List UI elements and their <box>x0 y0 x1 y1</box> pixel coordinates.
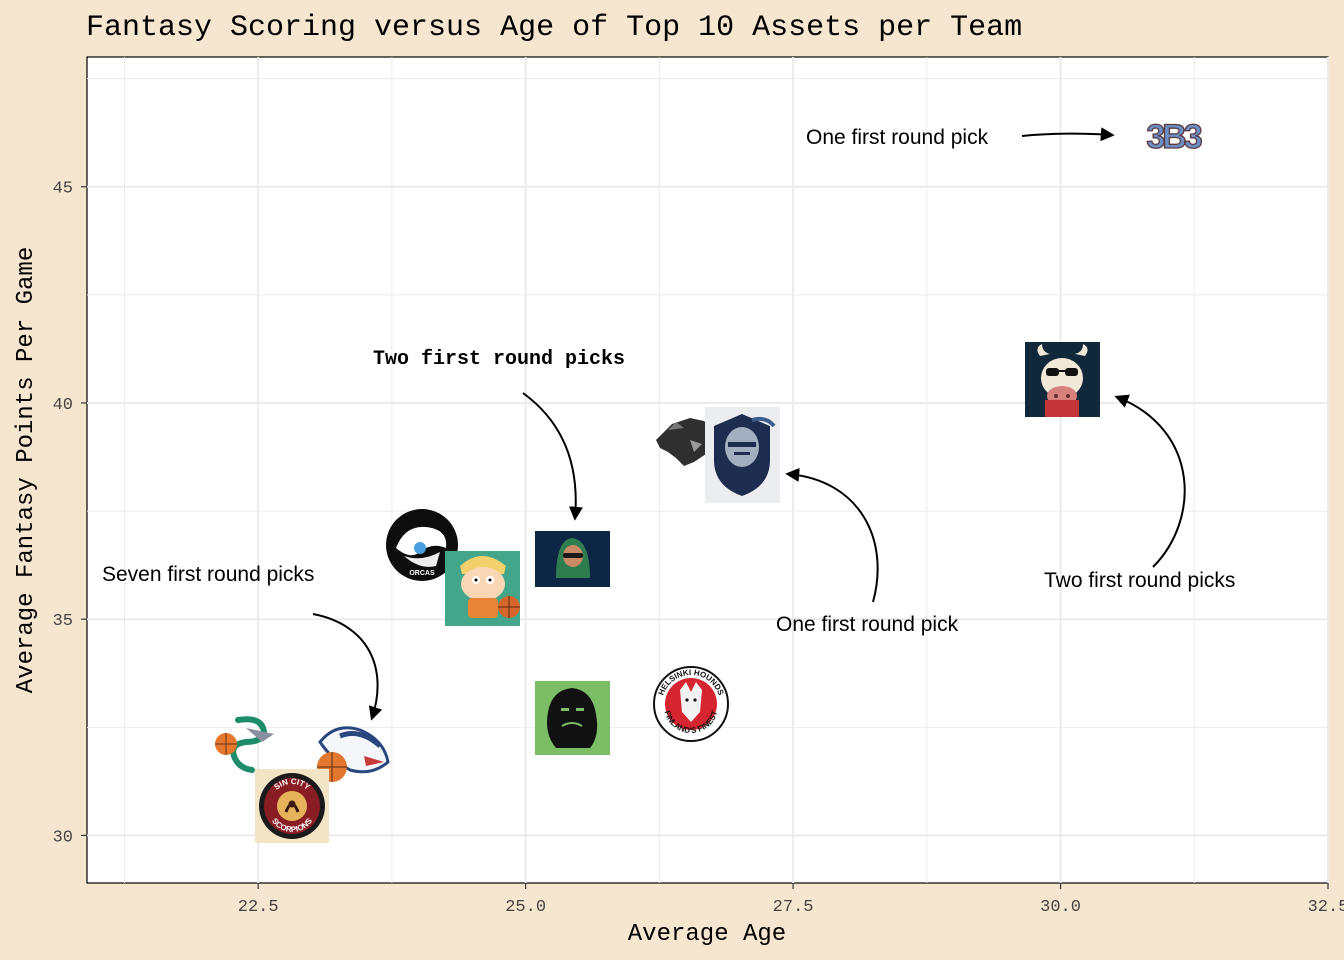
orcas-logo-marker: ORCAS <box>386 509 458 581</box>
x-tick-label: 25.0 <box>505 898 546 917</box>
sin-city-scorpions-logo-marker: SIN CITY SCORPIONS <box>255 769 329 843</box>
annotation-knight: One first round pick <box>776 613 959 636</box>
x-tick-label: 27.5 <box>773 898 814 917</box>
y-axis-label: Average Fantasy Points Per Game <box>13 247 40 693</box>
annotation-hooded: Two first round picks <box>373 348 625 371</box>
y-tick-label: 45 <box>53 180 73 199</box>
annotation-seven: Seven first round picks <box>102 563 314 586</box>
bird-basketball-logo-marker <box>317 726 390 782</box>
hooded-figure-logo-marker <box>535 531 610 587</box>
big3-logo-marker: 3B3 <box>1146 117 1206 156</box>
axis-ticks: 22.5 25.0 27.5 30.0 32.5 30 35 40 45 <box>53 180 1344 917</box>
y-tick-label: 40 <box>53 396 73 415</box>
orcas-logo-text: ORCAS <box>409 570 435 577</box>
annotation-cow: Two first round picks <box>1044 569 1235 592</box>
annotation-arrows <box>312 127 1186 721</box>
arrow-cow <box>1114 394 1186 568</box>
grid-lines <box>87 57 1329 883</box>
arrow-hooded <box>522 392 583 521</box>
y-tick-label: 30 <box>53 828 73 847</box>
big3-logo-text: 3B3 <box>1146 118 1201 156</box>
sin-city-logo-top-text: SIN CITY <box>272 777 312 792</box>
x-tick-label: 30.0 <box>1040 898 1081 917</box>
arrow-knight <box>785 467 879 603</box>
snake-logo-marker <box>215 716 274 773</box>
knight-logo-marker <box>705 407 780 503</box>
cow-sunglasses-logo-marker <box>1025 342 1100 417</box>
helsinki-hounds-logo-marker: HELSINKI HOUNDS FINLAND'S FINEST <box>653 666 729 742</box>
arrow-big3 <box>1021 127 1115 142</box>
arrow-seven <box>312 613 383 721</box>
wolf-logo-marker <box>656 418 718 466</box>
cartoon-kid-basketball-logo-marker <box>445 551 520 626</box>
x-axis-label: Average Age <box>628 921 786 948</box>
chart-title: Fantasy Scoring versus Age of Top 10 Ass… <box>86 11 1022 45</box>
x-tick-label: 32.5 <box>1308 898 1344 917</box>
x-tick-label: 22.5 <box>238 898 279 917</box>
bigfoot-logo-marker <box>535 681 610 755</box>
annotation-big3: One first round pick <box>806 126 989 149</box>
y-tick-label: 35 <box>53 612 73 631</box>
